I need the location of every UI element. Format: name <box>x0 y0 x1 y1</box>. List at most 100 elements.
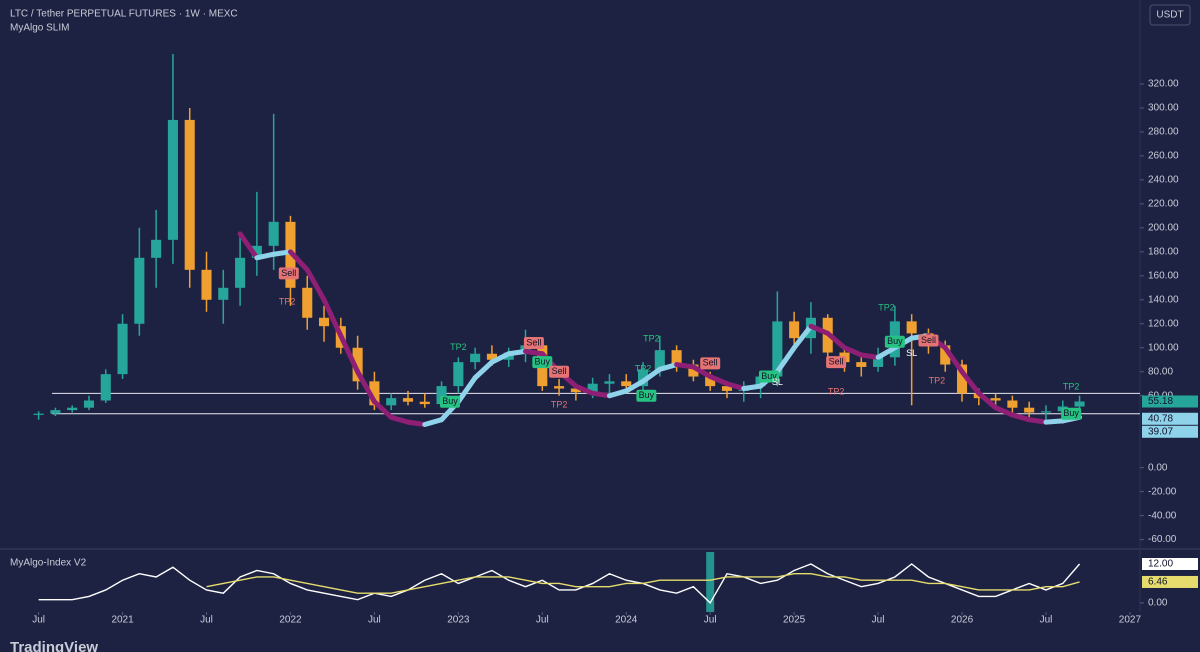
y-tick-label: 200.00 <box>1148 222 1179 233</box>
trend-segment <box>774 345 797 375</box>
trend-segment <box>1009 412 1032 423</box>
trend-segment <box>271 249 293 257</box>
trend-segment <box>1026 417 1049 425</box>
signal-label: Buy <box>1063 408 1079 418</box>
x-tick-label: 2024 <box>615 615 638 626</box>
y-tick-label: 0.00 <box>1148 462 1168 473</box>
signal-label: Buy <box>535 357 551 367</box>
trend-segment <box>942 345 965 375</box>
trend-segment <box>741 383 764 392</box>
y-tick-label: 180.00 <box>1148 246 1179 257</box>
trend-segment <box>976 390 999 411</box>
y-tick-label: 120.00 <box>1148 318 1179 329</box>
candle-body <box>83 400 95 408</box>
y-tick-label: 80.00 <box>1148 366 1173 377</box>
index-name: MyAlgo-Index V2 <box>10 558 87 569</box>
price-label-box <box>1142 412 1198 425</box>
signal-label: Buy <box>761 371 777 381</box>
candle-body <box>470 353 481 363</box>
trend-segment <box>674 362 696 370</box>
y-tick-label: 300.00 <box>1148 103 1179 114</box>
y-tick-label: 100.00 <box>1148 342 1179 353</box>
candle-body <box>789 321 800 339</box>
trend-segment <box>690 364 713 380</box>
trend-segment <box>254 251 277 261</box>
currency-button[interactable] <box>1149 4 1191 26</box>
trend-segment <box>724 381 747 392</box>
y-tick-label: 0.00 <box>1148 598 1168 609</box>
candle-body <box>688 364 699 377</box>
indicator-name: MyAlgo SLIM <box>10 23 69 34</box>
candle-body <box>1007 400 1018 408</box>
candle-body <box>621 381 632 387</box>
trend-segment <box>842 345 864 358</box>
signal-box <box>758 370 779 383</box>
signal-label: Sell <box>526 337 541 347</box>
x-tick-label: Jul <box>32 615 45 626</box>
candle-body <box>990 398 1001 401</box>
trend-segment <box>875 345 898 360</box>
candle-body <box>671 350 682 365</box>
signal-box <box>884 335 905 348</box>
candle-body <box>100 374 111 401</box>
trend-segment <box>707 374 730 387</box>
candle-body <box>201 269 212 300</box>
currency-label[interactable]: USDT <box>1156 10 1183 21</box>
y-tick-label: 160.00 <box>1148 270 1179 281</box>
candle-body <box>151 239 162 258</box>
signal-label: Buy <box>887 336 903 346</box>
trend-segment <box>623 378 646 394</box>
candle-body <box>318 317 330 327</box>
candle-body <box>873 357 884 367</box>
trend-segment <box>355 369 377 405</box>
trend-segment <box>338 333 361 375</box>
candle-body <box>654 350 665 370</box>
candle-body <box>402 398 414 402</box>
x-tick-label: Jul <box>704 615 717 626</box>
y-tick-label: 220.00 <box>1148 199 1179 210</box>
branding: TradingView <box>10 639 98 652</box>
candle-body <box>453 362 464 387</box>
signal-text: TP2 <box>635 364 652 374</box>
candle-body <box>906 321 917 334</box>
candle-body <box>386 398 397 406</box>
candle-body <box>486 353 497 360</box>
candle-body <box>772 321 783 377</box>
candle-body <box>856 362 867 367</box>
signal-box <box>532 356 553 369</box>
signal-label: Sell <box>281 268 296 278</box>
signal-box <box>826 356 847 369</box>
signal-text: TP2 <box>828 386 845 396</box>
trend-segment <box>506 348 529 357</box>
signal-text: TP2 <box>279 297 296 307</box>
signal-text: TP2 <box>551 400 568 410</box>
candle-body <box>235 257 246 288</box>
signal-text: TP2 <box>878 303 895 313</box>
signal-box <box>700 357 721 370</box>
trend-segment <box>590 390 612 399</box>
candle-body <box>302 287 313 318</box>
signal-text: TP2 <box>1063 382 1080 392</box>
x-tick-label: Jul <box>872 615 885 626</box>
index-line <box>206 573 1080 594</box>
trend-segment <box>791 323 814 351</box>
candle-body <box>1040 411 1052 413</box>
signal-box <box>278 267 299 280</box>
price-label: 6.46 <box>1148 577 1168 588</box>
candle-body <box>352 347 363 382</box>
x-tick-label: Jul <box>368 615 381 626</box>
x-tick-label: Jul <box>536 615 549 626</box>
signal-box <box>636 389 657 402</box>
trend-segment <box>489 351 512 365</box>
signal-text: TP2 <box>450 342 467 352</box>
candle-body <box>251 245 262 258</box>
trend-segment <box>523 348 545 357</box>
signal-text: SL <box>772 377 783 387</box>
trend-segment <box>825 330 848 351</box>
signal-box <box>439 395 460 408</box>
trend-segment <box>304 267 327 303</box>
y-tick-label: 280.00 <box>1148 127 1179 138</box>
trend-segment <box>640 366 663 384</box>
y-tick-label: 260.00 <box>1148 151 1179 162</box>
